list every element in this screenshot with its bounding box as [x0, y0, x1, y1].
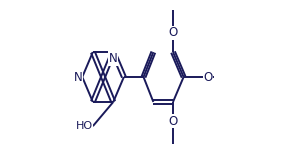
Text: N: N	[109, 52, 118, 65]
Text: N: N	[74, 71, 82, 83]
Text: O: O	[168, 115, 178, 128]
Text: O: O	[203, 71, 212, 83]
Text: HO: HO	[76, 121, 93, 131]
Text: O: O	[168, 26, 178, 39]
